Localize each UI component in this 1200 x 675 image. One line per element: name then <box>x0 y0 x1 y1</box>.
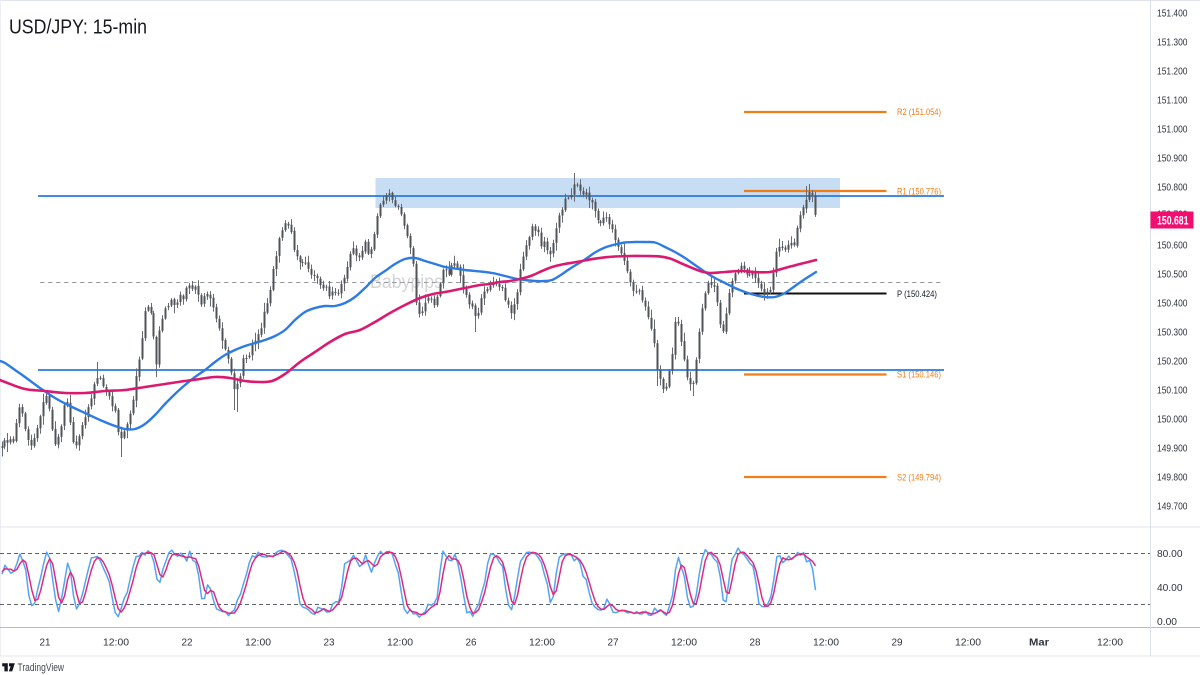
svg-text:12:00: 12:00 <box>955 638 981 649</box>
svg-text:151.000: 151.000 <box>1157 125 1188 136</box>
svg-text:12:00: 12:00 <box>103 638 129 649</box>
svg-text:149.900: 149.900 <box>1157 444 1188 455</box>
svg-text:150.600: 150.600 <box>1157 241 1188 252</box>
svg-text:12:00: 12:00 <box>1097 638 1123 649</box>
svg-text:150.681: 150.681 <box>1157 213 1189 227</box>
svg-text:27: 27 <box>608 638 619 649</box>
svg-text:S1 (150.146): S1 (150.146) <box>897 370 941 381</box>
svg-text:80.00: 80.00 <box>1157 549 1183 560</box>
svg-text:149.700: 149.700 <box>1157 502 1188 513</box>
svg-text:151.400: 151.400 <box>1157 9 1188 20</box>
svg-text:150.200: 150.200 <box>1157 357 1188 368</box>
svg-text:P (150.424): P (150.424) <box>897 289 937 300</box>
svg-text:Babypips: Babypips <box>370 272 443 293</box>
svg-text:21: 21 <box>40 638 51 649</box>
svg-text:29: 29 <box>892 638 903 649</box>
svg-text:12:00: 12:00 <box>529 638 555 649</box>
svg-text:USD/JPY: 15-min: USD/JPY: 15-min <box>9 16 147 39</box>
svg-text:150.300: 150.300 <box>1157 328 1188 339</box>
svg-text:26: 26 <box>466 638 477 649</box>
svg-text:150.800: 150.800 <box>1157 183 1188 194</box>
svg-text:150.000: 150.000 <box>1157 415 1188 426</box>
svg-text:R2 (151.054): R2 (151.054) <box>897 107 941 118</box>
svg-text:150.400: 150.400 <box>1157 299 1188 310</box>
svg-text:149.800: 149.800 <box>1157 473 1188 484</box>
svg-text:12:00: 12:00 <box>671 638 697 649</box>
svg-text:40.00: 40.00 <box>1157 583 1183 594</box>
svg-text:150.900: 150.900 <box>1157 154 1188 165</box>
svg-text:TradingView: TradingView <box>18 662 65 674</box>
svg-text:12:00: 12:00 <box>813 638 839 649</box>
svg-text:12:00: 12:00 <box>387 638 413 649</box>
svg-text:23: 23 <box>324 638 335 649</box>
svg-text:151.200: 151.200 <box>1157 67 1188 78</box>
svg-text:0.00: 0.00 <box>1157 617 1177 628</box>
svg-text:28: 28 <box>750 638 761 649</box>
svg-text:Mar: Mar <box>1029 638 1049 649</box>
svg-text:150.100: 150.100 <box>1157 386 1188 397</box>
svg-text:S2 (149.794): S2 (149.794) <box>897 473 941 484</box>
svg-text:22: 22 <box>182 638 193 649</box>
svg-text:151.300: 151.300 <box>1157 38 1188 49</box>
svg-text:12:00: 12:00 <box>245 638 271 649</box>
svg-text:150.500: 150.500 <box>1157 270 1188 281</box>
svg-text:R1 (150.776): R1 (150.776) <box>897 187 941 198</box>
svg-text:151.100: 151.100 <box>1157 96 1188 107</box>
